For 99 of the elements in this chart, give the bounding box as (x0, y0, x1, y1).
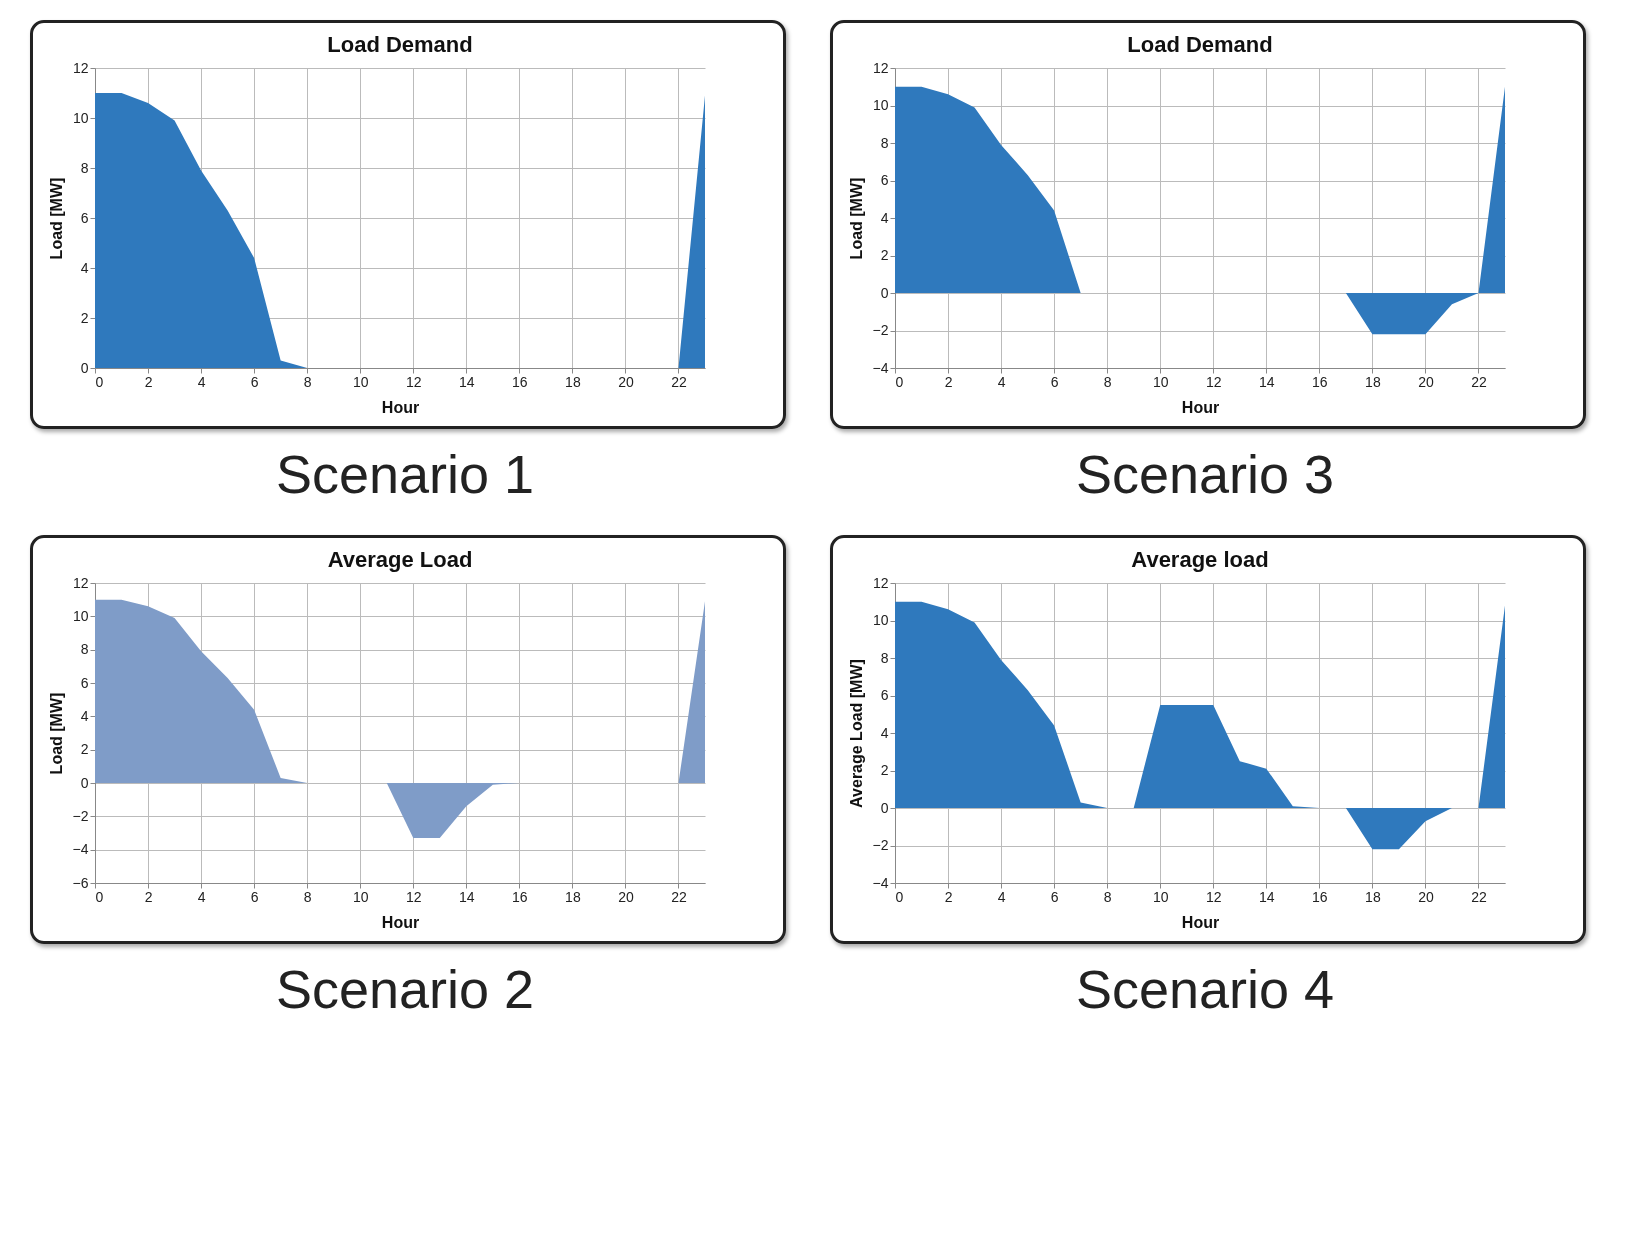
y-tick-label: −2 (872, 837, 889, 853)
x-tick-label: 4 (997, 888, 1006, 905)
y-tick-label: 2 (80, 741, 89, 758)
y-tick-label: 8 (80, 641, 89, 658)
x-axis-title: Hour (381, 398, 420, 416)
y-tick-label: 6 (880, 172, 889, 188)
x-tick-label: 6 (250, 373, 259, 390)
y-tick-label: 2 (880, 247, 889, 263)
y-tick-label: 4 (880, 209, 889, 226)
x-tick-label: 6 (1050, 373, 1059, 390)
x-tick-label: 16 (512, 373, 528, 390)
y-tick-label: 8 (880, 649, 889, 666)
y-tick-label: 10 (872, 612, 889, 628)
y-tick-label: 8 (80, 159, 89, 176)
x-axis-title: Hour (1181, 398, 1220, 416)
y-tick-label: 0 (880, 284, 889, 301)
y-tick-label: 0 (80, 359, 89, 376)
y-tick-label: 2 (80, 309, 89, 326)
y-tick-label: 0 (80, 774, 89, 791)
y-tick-label: −4 (872, 359, 889, 376)
x-tick-label: 18 (565, 373, 581, 390)
x-tick-label: 12 (405, 888, 422, 905)
chart-title: Average load (1131, 547, 1269, 572)
x-axis-title: Hour (381, 913, 420, 931)
x-tick-label: 0 (95, 373, 104, 390)
x-tick-label: 2 (144, 888, 153, 905)
x-tick-label: 8 (1103, 888, 1112, 905)
x-tick-label: 2 (144, 373, 153, 390)
x-tick-label: 16 (1312, 888, 1328, 905)
y-axis-title: Load [MW] (47, 177, 65, 260)
y-tick-label: 10 (872, 97, 889, 113)
x-tick-label: 12 (1205, 888, 1222, 905)
x-tick-label: 20 (1418, 373, 1434, 390)
x-tick-label: 20 (618, 373, 634, 390)
x-tick-label: 10 (1152, 888, 1169, 905)
x-tick-label: 14 (1259, 888, 1275, 905)
chart-title: Average Load (327, 547, 473, 572)
x-tick-label: 0 (895, 373, 904, 390)
x-tick-label: 12 (405, 373, 422, 390)
x-tick-label: 12 (1205, 373, 1222, 390)
x-tick-label: 16 (512, 888, 528, 905)
x-tick-label: 10 (352, 373, 369, 390)
text: Scenario 3 (1074, 443, 1336, 505)
y-tick-label: 12 (72, 59, 89, 76)
x-tick-label: 22 (671, 373, 687, 390)
x-tick-label: 22 (1471, 373, 1487, 390)
y-tick-label: 12 (72, 574, 89, 591)
y-tick-label: 6 (880, 687, 889, 703)
y-axis-title: Load [MW] (847, 177, 865, 260)
y-axis-title: Average Load [MW] (847, 659, 865, 808)
y-tick-label: 10 (72, 109, 89, 126)
x-tick-label: 10 (1152, 373, 1169, 390)
y-tick-label: −6 (72, 874, 89, 891)
x-tick-label: 16 (1312, 373, 1328, 390)
y-tick-label: −4 (72, 841, 89, 858)
y-tick-label: 6 (80, 674, 89, 691)
x-tick-label: 14 (459, 888, 475, 905)
text: Scenario 2 (274, 958, 536, 1020)
x-tick-label: 4 (197, 888, 206, 905)
x-tick-label: 6 (1050, 888, 1059, 905)
x-tick-label: 10 (352, 888, 369, 905)
y-axis-title: Load [MW] (47, 692, 65, 775)
chart-title: Load Demand (1127, 32, 1273, 57)
x-tick-label: 8 (303, 888, 312, 905)
y-tick-label: −4 (872, 874, 889, 891)
y-tick-label: 4 (880, 724, 889, 741)
x-tick-label: 20 (618, 888, 634, 905)
x-tick-label: 8 (1103, 373, 1112, 390)
x-tick-label: 0 (895, 888, 904, 905)
x-tick-label: 18 (565, 888, 581, 905)
y-tick-label: −2 (872, 322, 889, 338)
x-tick-label: 22 (1471, 888, 1487, 905)
x-tick-label: 4 (197, 373, 206, 390)
x-axis-title: Hour (1181, 913, 1220, 931)
chart-title: Load Demand (327, 32, 473, 57)
x-tick-label: 0 (95, 888, 104, 905)
x-tick-label: 4 (997, 373, 1006, 390)
x-tick-label: 2 (944, 888, 953, 905)
x-tick-label: 22 (671, 888, 687, 905)
x-tick-label: 6 (250, 888, 259, 905)
text: Scenario 1 (274, 443, 536, 505)
x-tick-label: 8 (303, 373, 312, 390)
y-tick-label: 12 (872, 59, 889, 76)
y-tick-label: 6 (80, 209, 89, 226)
x-tick-label: 14 (459, 373, 475, 390)
y-tick-label: 4 (80, 259, 89, 276)
x-tick-label: 2 (944, 373, 953, 390)
y-tick-label: 12 (872, 574, 889, 591)
y-tick-label: 2 (880, 762, 889, 778)
x-tick-label: 18 (1365, 373, 1381, 390)
y-tick-label: 10 (72, 607, 89, 624)
x-tick-label: 20 (1418, 888, 1434, 905)
y-tick-label: 0 (880, 799, 889, 816)
x-tick-label: 14 (1259, 373, 1275, 390)
y-tick-label: 4 (80, 707, 89, 724)
x-tick-label: 18 (1365, 888, 1381, 905)
y-tick-label: 8 (880, 134, 889, 151)
y-tick-label: −2 (72, 807, 89, 824)
text: Scenario 4 (1074, 958, 1336, 1020)
